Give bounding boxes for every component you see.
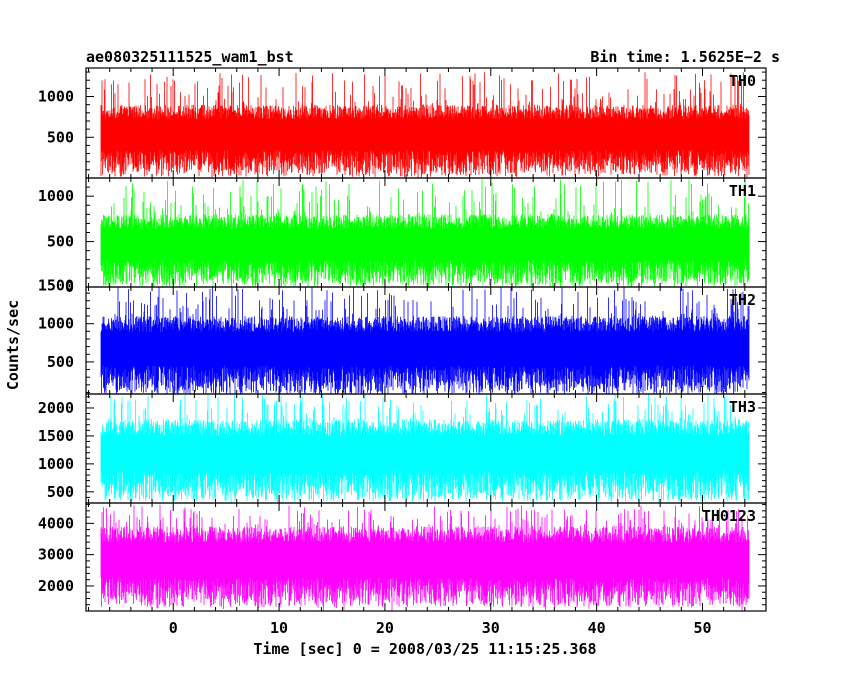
y-tick-label: 2000: [38, 577, 74, 595]
x-tick-label: 10: [270, 619, 288, 637]
series-th0: [100, 72, 750, 178]
panel-th0: 500 1000 TH0: [38, 67, 767, 179]
x-tick-label: 20: [376, 619, 394, 637]
y-tick-label: 1000: [38, 455, 74, 473]
panel-th3: 500 1000 1500 2000 TH3: [38, 393, 767, 504]
y-tick-label: 1000: [38, 315, 74, 333]
y-tick-label: 500: [47, 233, 74, 251]
panel-frame: [85, 502, 767, 612]
x-axis-label: Time [sec] 0 = 2008/03/25 11:15:25.368: [253, 640, 596, 658]
series-th3: [100, 394, 750, 503]
series-label: TH3: [729, 398, 756, 416]
panel-th1: 0 500 1000 TH1: [38, 177, 767, 296]
series-th1: [100, 179, 750, 287]
y-tick-label: 1000: [38, 187, 74, 205]
y-tick-label: 500: [47, 128, 74, 146]
series-th2: [100, 287, 750, 394]
y-tick-label: 1500: [38, 276, 74, 294]
panel-th0123: 2000 3000 4000 TH0123 0 10 20 30 40 50: [38, 502, 767, 637]
y-tick-label: 3000: [38, 546, 74, 564]
y-axis-label: Counts/sec: [4, 300, 22, 390]
x-tick-label: 50: [693, 619, 711, 637]
y-tick-label: 500: [47, 483, 74, 501]
header-left-title: ae080325111525_wam1_bst: [86, 48, 294, 66]
y-tick-label: 1500: [38, 427, 74, 445]
series-th0123: [100, 504, 750, 611]
series-label: TH0123: [702, 507, 756, 525]
x-tick-label: 40: [588, 619, 606, 637]
y-tick-label: 0: [65, 278, 74, 296]
y-tick-label: 2000: [38, 399, 74, 417]
series-label: TH1: [729, 182, 756, 200]
y-tick-label: 500: [47, 353, 74, 371]
x-tick-label: 30: [482, 619, 500, 637]
series-label: TH0: [729, 72, 756, 90]
y-tick-label: 1000: [38, 88, 74, 106]
panel-th2: 500 1000 1500 TH2: [38, 276, 767, 395]
y-tick-label: 4000: [38, 514, 74, 532]
series-label: TH2: [729, 291, 756, 309]
header-right-title: Bin time: 1.5625E−2 s: [590, 48, 780, 66]
x-tick-label: 0: [169, 619, 178, 637]
